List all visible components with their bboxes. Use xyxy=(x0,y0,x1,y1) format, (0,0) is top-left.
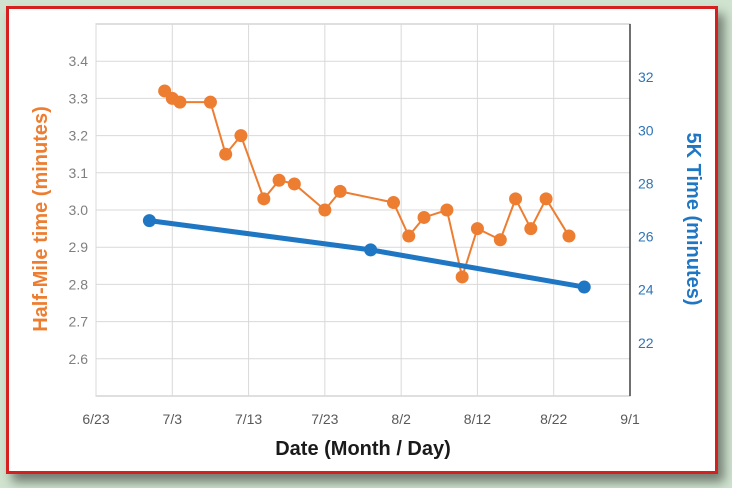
half-mile-point xyxy=(539,192,553,206)
x-axis-label: Date (Month / Day) xyxy=(275,438,451,460)
half-mile-point xyxy=(203,95,217,109)
x-tick-label: 7/3 xyxy=(163,411,183,427)
right-axis-label: 5K Time (minutes) xyxy=(682,133,704,306)
x-tick-label: 7/23 xyxy=(311,411,338,427)
x-tick-label: 8/22 xyxy=(540,411,567,427)
half-mile-point xyxy=(287,177,301,191)
five-k-point xyxy=(142,214,156,228)
x-tick-label: 8/2 xyxy=(391,411,411,427)
half-mile-point xyxy=(417,210,431,224)
x-tick-label: 6/23 xyxy=(82,411,109,427)
five-k-point xyxy=(577,280,591,294)
half-mile-point xyxy=(402,229,416,243)
right-y-tick-label: 24 xyxy=(638,282,654,298)
half-mile-point xyxy=(219,147,233,161)
left-y-tick-label: 3.0 xyxy=(69,202,89,218)
dual-axis-line-chart: 6/23 7/3 7/13 7/23 8/2 8/12 8/22 9/1 2.62.72.82… xyxy=(30,23,704,460)
x-tick-label: 9/1 xyxy=(620,411,640,427)
half-mile-point xyxy=(440,203,454,217)
series-group xyxy=(142,84,591,294)
half-mile-point xyxy=(272,173,286,187)
half-mile-point xyxy=(173,95,187,109)
half-mile-point xyxy=(257,192,271,206)
left-y-tick-label: 3.3 xyxy=(69,90,89,106)
left-axis-label: Half-Mile time (minutes) xyxy=(30,106,52,332)
x-tick-label: 8/12 xyxy=(464,411,491,427)
half-mile-point xyxy=(333,184,347,198)
half-mile-line xyxy=(163,90,570,281)
left-y-tick-label: 3.2 xyxy=(69,128,89,144)
left-y-tick-label: 3.1 xyxy=(69,165,89,181)
half-mile-point xyxy=(387,196,401,210)
right-y-tick-label: 22 xyxy=(638,335,654,351)
half-mile-point xyxy=(455,270,469,284)
right-y-tick-label: 28 xyxy=(638,175,654,191)
half-mile-point xyxy=(562,229,576,243)
left-y-tick-label: 3.4 xyxy=(69,53,89,69)
left-y-tick-label: 2.8 xyxy=(69,276,89,292)
x-tick-label: 7/13 xyxy=(235,411,262,427)
right-y-tick-label: 32 xyxy=(638,69,654,85)
chart-frame: 6/23 7/3 7/13 7/23 8/2 8/12 8/22 9/1 2.6 2.7 2.8 2… xyxy=(6,6,718,474)
right-y-tick-label: 30 xyxy=(638,122,654,138)
half-mile-point xyxy=(509,192,523,206)
right-y-tick-labels: 22 24 26 28 30 32 xyxy=(638,69,654,351)
left-y-tick-label: 2.6 xyxy=(69,351,89,367)
half-mile-point xyxy=(318,203,332,217)
half-mile-point xyxy=(493,233,507,247)
half-mile-point xyxy=(470,222,484,236)
left-y-tick-label: 2.9 xyxy=(69,239,89,255)
half-mile-point xyxy=(234,129,248,143)
gridlines xyxy=(95,24,631,396)
x-tick-labels: 6/23 7/3 7/13 7/23 8/2 8/12 8/22 9/1 xyxy=(82,411,640,427)
right-y-tick-label: 26 xyxy=(638,229,654,245)
left-y-tick-labels: 2.6 2.7 2.8 2.9 3.0 3.1 3.2 3.3 3.4 xyxy=(69,53,89,367)
half-mile-point xyxy=(524,222,538,236)
left-y-tick-label: 2.7 xyxy=(69,314,89,330)
five-k-point xyxy=(364,243,378,257)
